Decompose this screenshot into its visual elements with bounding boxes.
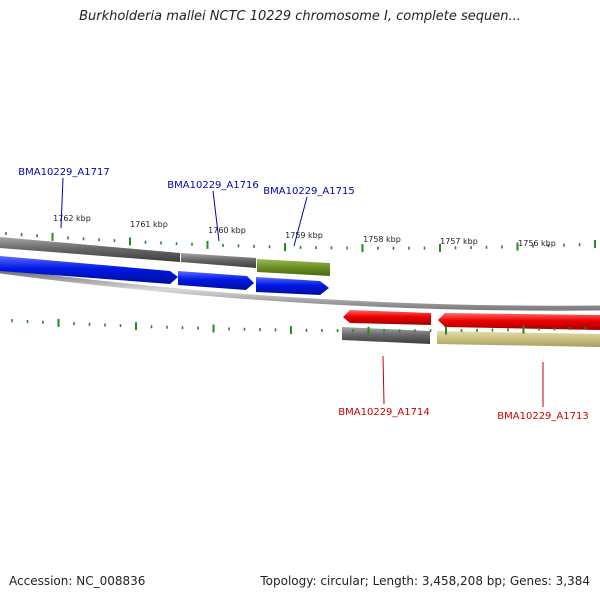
map-title: Burkholderia mallei NCTC 10229 chromosom…	[79, 9, 521, 24]
gene-label-BMA10229_A1716[interactable]: BMA10229_A1716	[167, 180, 258, 191]
gene-arrow-BMA10229_A1715[interactable]	[256, 277, 329, 295]
gene-label-BMA10229_A1715[interactable]: BMA10229_A1715	[263, 186, 354, 197]
scale-label: 1760 kbp	[208, 226, 246, 235]
genome-summary: Topology: circular; Length: 3,458,208 bp…	[260, 574, 590, 588]
gene-labels: BMA10229_A1717 BMA10229_A1716 BMA10229_A…	[18, 167, 588, 422]
gene-label-lines	[60, 177, 544, 407]
label-line-BMA10229_A1714	[382, 355, 385, 405]
scale-ticks	[5, 231, 596, 335]
accession-text: Accession: NC_008836	[9, 574, 146, 588]
scale-labels: 1762 kbp 1761 kbp 1760 kbp 1759 kbp 1758…	[53, 214, 556, 248]
gene-arrow-BMA10229_A1717[interactable]	[0, 256, 178, 284]
feature-khaki	[437, 331, 600, 347]
scale-label: 1759 kbp	[285, 231, 323, 240]
feature-gray-2	[181, 253, 256, 268]
scale-label: 1758 kbp	[363, 235, 401, 244]
gene-arrow-BMA10229_A1714[interactable]	[343, 310, 431, 325]
scale-label: 1756 kbp	[518, 239, 556, 248]
genome-backbone	[0, 268, 600, 311]
feature-gray-3	[342, 327, 430, 344]
label-line-BMA10229_A1717	[60, 177, 64, 229]
gene-label-BMA10229_A1713[interactable]: BMA10229_A1713	[497, 411, 588, 422]
gene-label-BMA10229_A1717[interactable]: BMA10229_A1717	[18, 167, 109, 178]
scale-label: 1761 kbp	[130, 220, 168, 229]
gene-arrow-BMA10229_A1716[interactable]	[178, 271, 254, 290]
label-line-BMA10229_A1716	[212, 190, 220, 242]
label-line-BMA10229_A1715	[293, 196, 308, 247]
scale-label: 1757 kbp	[440, 237, 478, 246]
gene-label-BMA10229_A1714[interactable]: BMA10229_A1714	[338, 407, 429, 418]
feature-gray-1	[0, 237, 180, 262]
scale-label: 1762 kbp	[53, 214, 91, 223]
feature-olive	[257, 259, 330, 276]
gene-arrow-BMA10229_A1713[interactable]	[438, 313, 600, 330]
